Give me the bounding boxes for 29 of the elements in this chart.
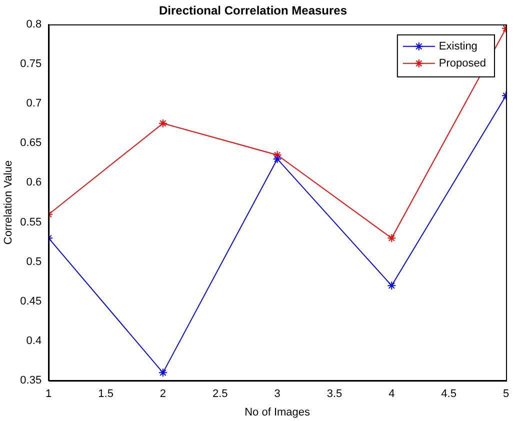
point bbox=[158, 368, 168, 378]
chart-title: Directional Correlation Measures bbox=[158, 4, 348, 18]
x-tick-label: 1 bbox=[46, 388, 52, 400]
y-tick-label: 0.4 bbox=[26, 335, 42, 348]
y-tick-label: 0.8 bbox=[26, 18, 42, 30]
y-tick-label: 0.35 bbox=[20, 374, 42, 387]
point bbox=[272, 154, 282, 164]
legend-label: Existing bbox=[438, 40, 478, 52]
x-tick-label: 2.5 bbox=[212, 388, 228, 400]
x-tick-label: 4 bbox=[388, 388, 395, 400]
y-tick-label: 0.75 bbox=[20, 58, 42, 70]
y-tick-label: 0.6 bbox=[26, 176, 42, 189]
y-tick-label: 0.7 bbox=[26, 98, 42, 110]
point bbox=[387, 234, 396, 243]
x-tick-label: 1.5 bbox=[98, 388, 114, 400]
x-tick-label: 3.5 bbox=[326, 388, 342, 400]
point bbox=[387, 281, 396, 290]
y-tick-label: 0.55 bbox=[20, 216, 42, 228]
x-tick-label: 5 bbox=[502, 388, 510, 400]
legend-label: Proposed bbox=[438, 57, 486, 70]
x-tick-label: 3 bbox=[274, 388, 280, 400]
x-axis-title: No of Images bbox=[244, 406, 311, 418]
x-tick-label: 2 bbox=[160, 388, 166, 400]
point bbox=[158, 118, 168, 128]
y-tick-label: 0.5 bbox=[26, 256, 42, 268]
y-axis-title: Correlation Value bbox=[2, 160, 15, 245]
y-tick-label: 0.45 bbox=[20, 295, 42, 308]
x-tick-label: 4.5 bbox=[441, 388, 456, 400]
y-tick-label: 0.65 bbox=[20, 137, 42, 150]
